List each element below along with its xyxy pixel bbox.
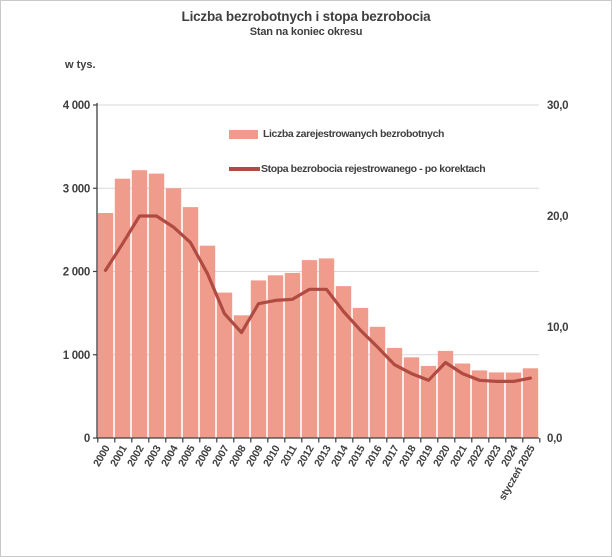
x-tick-label-2016: 2016 (363, 443, 385, 469)
legend-item-unemployed-bars: Liczba zarejestrowanych bezrobotnych (229, 125, 485, 143)
right-axis-labels: 0,0 10,0 20,0 30,0 (547, 100, 568, 445)
bar-2003 (148, 173, 165, 438)
right-tick-label-30: 30,0 (547, 100, 568, 112)
x-tick-label-2012: 2012 (295, 443, 317, 469)
legend-item-rate-line: Stopa bezrobocia rejestrowanego - po kor… (229, 160, 486, 178)
bar-2007 (216, 292, 233, 438)
bar-2024 (505, 372, 522, 438)
line-swatch-icon (229, 167, 260, 171)
x-axis-labels: 2000200120022003200420052006200720082009… (91, 443, 538, 502)
bar-2000 (97, 213, 114, 438)
x-tick-label-2009: 2009 (244, 443, 266, 469)
x-tick-label-2004: 2004 (159, 443, 181, 469)
bar-2001 (114, 178, 131, 438)
bar-swatch-icon (229, 129, 258, 139)
y-tick-label-4000: 4 000 (63, 100, 90, 112)
bar-2013 (318, 258, 335, 438)
right-tick-label-20: 20,0 (547, 211, 568, 223)
bars-series (97, 170, 539, 438)
y-tick-label-3000: 3 000 (63, 183, 90, 195)
right-tick-label-10: 10,0 (547, 322, 568, 334)
x-tick-label-2005: 2005 (176, 443, 198, 469)
x-tick-label-2017: 2017 (380, 443, 402, 469)
bar-2008 (233, 315, 250, 438)
y-tick-label-0: 0 (84, 433, 90, 445)
bar-2021 (454, 363, 471, 438)
rate-line (103, 214, 533, 383)
x-tick-label-2010: 2010 (261, 443, 283, 469)
y-tick-label-2000: 2 000 (63, 267, 90, 279)
bar-2018 (403, 357, 420, 438)
legend-label-unemployed: Liczba zarejestrowanych bezrobotnych (263, 128, 445, 140)
x-tick-label-2013: 2013 (312, 443, 334, 469)
legend-label-rate: Stopa bezrobocia rejestrowanego - po kor… (261, 163, 486, 175)
bar-2015 (352, 307, 369, 438)
x-tick-label-2008: 2008 (227, 443, 249, 469)
bar-2010 (267, 275, 284, 438)
x-tick-label-2021: 2021 (448, 443, 470, 469)
x-tick-label-2003: 2003 (142, 443, 164, 469)
bar-2004 (165, 188, 182, 438)
x-tick-label-2014: 2014 (329, 443, 351, 469)
x-tick-label-2022: 2022 (465, 443, 487, 469)
bar-2017 (386, 347, 403, 438)
x-tick-label-2001: 2001 (108, 443, 130, 469)
bar-2016 (369, 326, 386, 438)
x-tick-label-2020: 2020 (431, 443, 453, 469)
legend: Liczba zarejestrowanych bezrobotnych Sto… (229, 125, 486, 195)
chart-title: Liczba bezrobotnych i stopa bezrobocia (181, 9, 431, 24)
chart-subtitle: Stan na koniec okresu (249, 26, 363, 38)
bar-2022 (471, 370, 488, 438)
axes (93, 103, 541, 443)
right-tick-label-0: 0,0 (547, 433, 562, 445)
y-axis-labels: 0 1 000 2 000 3 000 4 000 (63, 100, 91, 445)
x-tick-label-2000: 2000 (91, 443, 113, 469)
bar-2023 (488, 372, 505, 438)
bar-2019 (420, 365, 437, 438)
bar-2012 (301, 260, 318, 438)
x-tick-label-2006: 2006 (193, 443, 215, 469)
bar-2005 (182, 207, 199, 438)
x-tick-label-2007: 2007 (210, 443, 232, 469)
y-tick-label-1000: 1 000 (63, 350, 90, 362)
x-tick-label-2015: 2015 (346, 443, 368, 469)
bar-2009 (250, 280, 267, 438)
x-tick-label-2023: 2023 (482, 443, 504, 469)
x-tick-label-2019: 2019 (414, 443, 436, 469)
bar-2002 (131, 170, 148, 438)
x-tick-label-2002: 2002 (125, 443, 147, 469)
x-tick-label-2018: 2018 (397, 443, 419, 469)
bar-2014 (335, 286, 352, 438)
y-axis-unit-label: w tys. (65, 59, 96, 71)
bar-2020 (437, 350, 454, 438)
bar-2006 (199, 245, 216, 438)
bar-2011 (284, 272, 301, 438)
bar-styczeń 2025 (522, 368, 539, 438)
